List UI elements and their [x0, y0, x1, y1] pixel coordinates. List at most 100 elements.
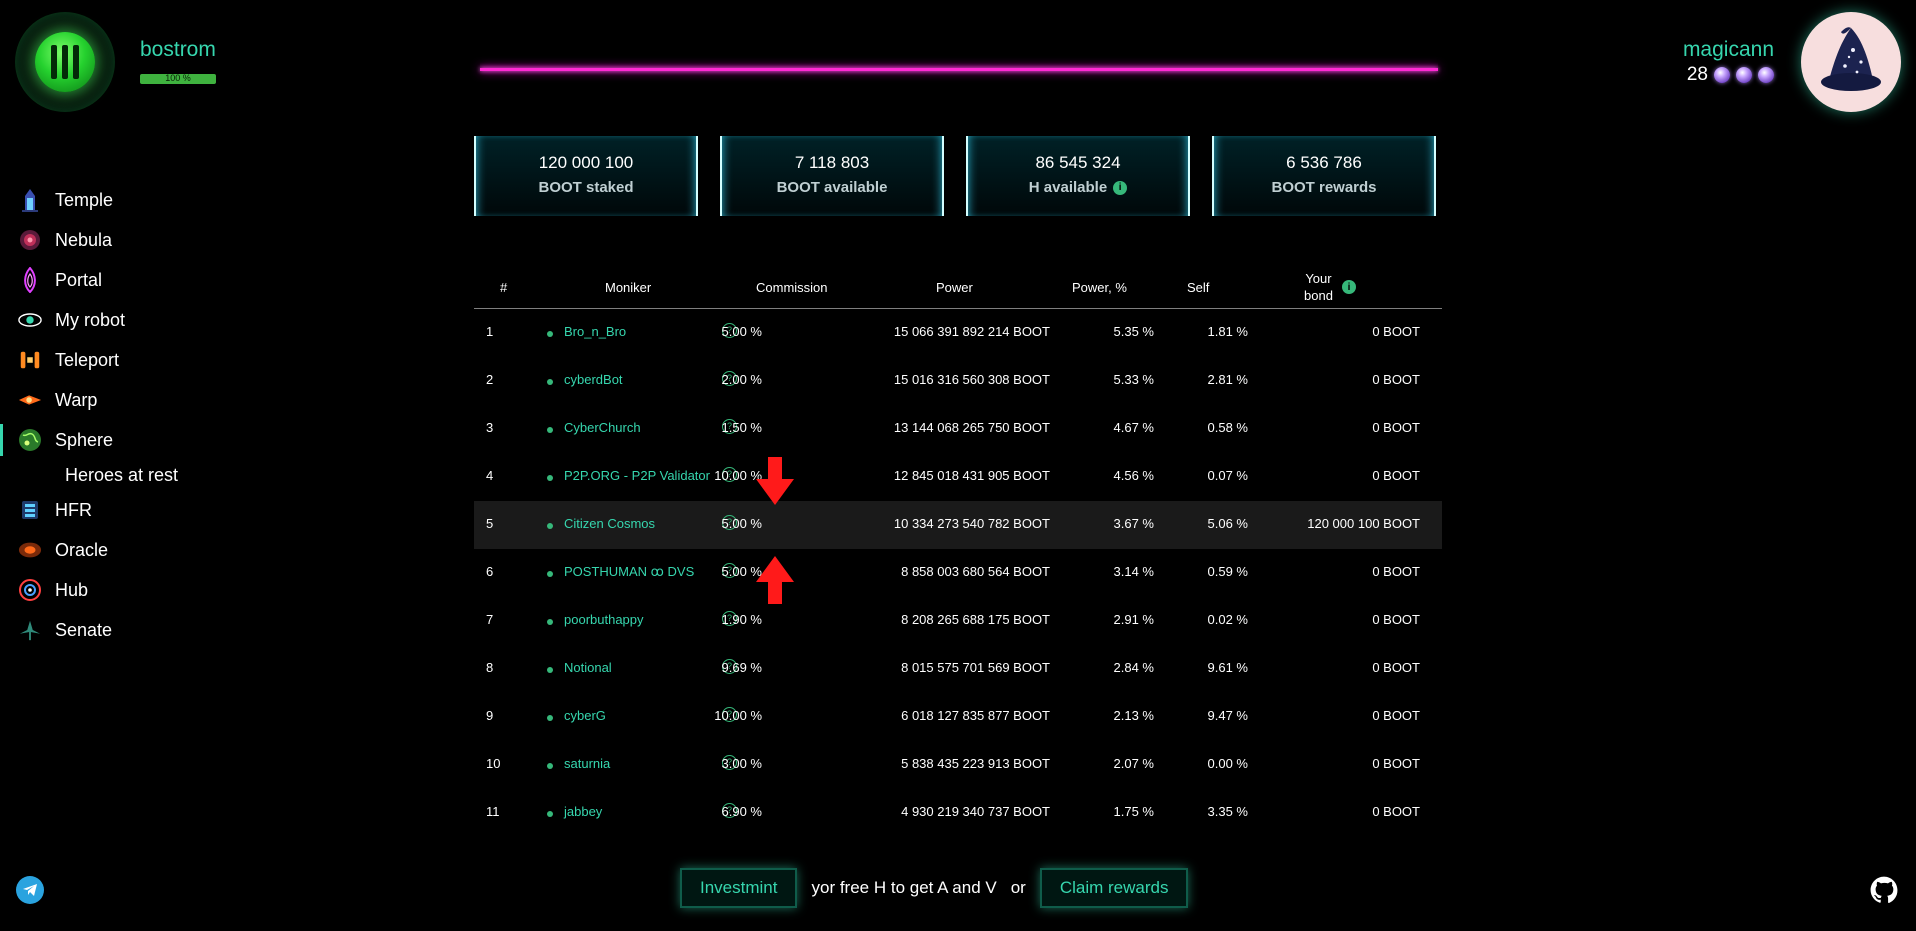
- commission-value: 6.90 %: [721, 804, 762, 819]
- table-body: 1 Bro_n_Bro? 5.00 % 15 066 391 892 214 BOOT…: [474, 309, 1442, 837]
- validator-moniker-link[interactable]: POSTHUMAN ꝏ DVS: [564, 564, 695, 579]
- sidebar-subitem-heroes-at-rest[interactable]: Heroes at rest: [65, 464, 179, 485]
- table-row[interactable]: 6 POSTHUMAN ꝏ DVS? 5.00 % 8 858 003 680 564…: [474, 549, 1442, 597]
- sidebar-item-warp[interactable]: Warp: [0, 380, 240, 420]
- row-number: 9: [486, 708, 494, 723]
- nebula-icon: [18, 228, 42, 252]
- sidebar-item-label: Senate: [55, 619, 113, 640]
- stat-card-boot-available: 7 118 803 BOOT available: [720, 136, 944, 216]
- header-power-pct[interactable]: Power, %: [1072, 280, 1127, 295]
- help-icon[interactable]: ?: [722, 371, 737, 386]
- power-value: 6 018 127 835 877 BOOT: [901, 708, 1050, 723]
- your-bond-value: 0 BOOT: [1372, 804, 1420, 819]
- sidebar-item-label: Temple: [55, 189, 114, 210]
- validator-moniker-link[interactable]: saturnia: [564, 756, 611, 771]
- row-number: 10: [486, 756, 501, 771]
- table-row[interactable]: 2 cyberdBot? 2.00 % 15 016 316 560 308 BOOT…: [474, 357, 1442, 405]
- header-self[interactable]: Self: [1187, 280, 1210, 295]
- github-icon[interactable]: [1870, 876, 1898, 904]
- header-moniker[interactable]: Moniker: [605, 280, 652, 295]
- commission-value: 1.90 %: [721, 612, 762, 627]
- sidebar-item-nebula[interactable]: Nebula: [0, 220, 240, 260]
- help-icon[interactable]: ?: [722, 563, 737, 578]
- network-name[interactable]: bostrom: [140, 38, 216, 61]
- help-icon[interactable]: ?: [722, 659, 737, 674]
- stat-label: BOOT available: [776, 179, 888, 196]
- commission-value: 5.00 %: [721, 516, 762, 531]
- help-icon[interactable]: ?: [722, 323, 737, 338]
- your-bond-value: 0 BOOT: [1372, 372, 1420, 387]
- sidebar-item-senate[interactable]: Senate: [0, 610, 240, 650]
- validator-moniker-link[interactable]: cyberG: [564, 708, 606, 723]
- table-row[interactable]: 1 Bro_n_Bro? 5.00 % 15 066 391 892 214 BOOT…: [474, 309, 1442, 357]
- avatar[interactable]: [1801, 12, 1901, 112]
- power-value: 4 930 219 340 737 BOOT: [901, 804, 1050, 819]
- self-value: 9.47 %: [1207, 708, 1248, 723]
- oracle-icon: [18, 538, 42, 562]
- validator-moniker-link[interactable]: Citizen Cosmos: [564, 516, 656, 531]
- footer-or-text: or: [1010, 878, 1026, 897]
- arrow-up-icon: [756, 556, 794, 604]
- crystal-orb-icon: [1736, 67, 1752, 83]
- commission-value: 3.00 %: [721, 756, 762, 771]
- table-row[interactable]: 7 poorbuthappy? 1.90 % 8 208 265 688 175 BO…: [474, 597, 1442, 645]
- commission-value: 5.00 %: [721, 564, 762, 579]
- power-value: 10 334 273 540 782 BOOT: [893, 516, 1050, 531]
- sidebar-item-label: Oracle: [55, 539, 109, 560]
- sidebar-item-hub[interactable]: Hub: [0, 570, 240, 610]
- validator-moniker-link[interactable]: Notional: [564, 660, 612, 675]
- table-row[interactable]: 3 CyberChurch? 1.50 % 13 144 068 265 750 BO…: [474, 405, 1442, 453]
- header-num[interactable]: #: [500, 280, 508, 295]
- sidebar-item-hfr[interactable]: HFR: [0, 490, 240, 530]
- row-number: 6: [486, 564, 494, 579]
- app-logo[interactable]: [15, 12, 115, 112]
- claim-rewards-button[interactable]: Claim rewards: [1039, 868, 1189, 908]
- help-icon[interactable]: ?: [722, 515, 737, 530]
- validator-moniker-link[interactable]: poorbuthappy: [564, 612, 644, 627]
- status-dot-icon: [547, 379, 553, 385]
- help-icon[interactable]: ?: [722, 611, 737, 626]
- sidebar-item-sphere[interactable]: Sphere: [0, 420, 240, 460]
- validator-moniker-link[interactable]: cyberdBot: [564, 372, 623, 387]
- commission-value: 10.00 %: [714, 468, 762, 483]
- username-link[interactable]: magicann: [1682, 38, 1774, 61]
- power-value: 5 838 435 223 913 BOOT: [901, 756, 1050, 771]
- table-row[interactable]: 10 saturnia? 3.00 % 5 838 435 223 913 BOOT 2…: [474, 741, 1442, 789]
- header-your-bond[interactable]: Your bond: [1304, 270, 1333, 304]
- header-commission[interactable]: Commission: [756, 280, 828, 295]
- power-value: 13 144 068 265 750 BOOT: [893, 420, 1050, 435]
- help-icon[interactable]: ?: [722, 707, 737, 722]
- footer-text: yor free H to get A and V: [811, 878, 997, 897]
- sidebar-item-temple[interactable]: Temple: [0, 180, 240, 220]
- row-number: 7: [486, 612, 494, 627]
- help-icon[interactable]: ?: [722, 803, 737, 818]
- validator-moniker-link[interactable]: Bro_n_Bro: [564, 324, 627, 339]
- sync-progress-bar: 100 %: [140, 74, 216, 84]
- sidebar-item-label: HFR: [55, 499, 92, 520]
- validator-moniker-link[interactable]: P2P.ORG - P2P Validator: [564, 468, 710, 483]
- table-row[interactable]: 4 P2P.ORG - P2P Validator? 10.00 % 12 845 0…: [474, 453, 1442, 501]
- investmint-button[interactable]: Investmint: [680, 868, 798, 908]
- telegram-icon[interactable]: [16, 876, 44, 904]
- help-icon[interactable]: ?: [722, 755, 737, 770]
- validator-moniker-link[interactable]: CyberChurch: [564, 420, 641, 435]
- self-value: 0.00 %: [1207, 756, 1248, 771]
- info-icon[interactable]: i: [1113, 180, 1128, 195]
- sidebar-item-label: Warp: [55, 389, 98, 410]
- table-row[interactable]: 11 jabbey? 6.90 % 4 930 219 340 737 BOOT 1.7…: [474, 789, 1442, 837]
- table-row[interactable]: 9 cyberG? 10.00 % 6 018 127 835 877 BOOT 2.1…: [474, 693, 1442, 741]
- header-power[interactable]: Power: [936, 280, 973, 295]
- help-icon[interactable]: ?: [722, 467, 737, 482]
- power-percent-value: 3.67 %: [1113, 516, 1154, 531]
- sidebar-item-oracle[interactable]: Oracle: [0, 530, 240, 570]
- sidebar-item-my-robot[interactable]: My robot: [0, 300, 240, 340]
- help-icon[interactable]: ?: [722, 419, 737, 434]
- sidebar-item-portal[interactable]: Portal: [0, 260, 240, 300]
- validator-moniker-link[interactable]: jabbey: [564, 804, 603, 819]
- table-row[interactable]: 5 Citizen Cosmos? 5.00 % 10 334 273 540 782…: [474, 501, 1442, 549]
- info-icon[interactable]: i: [1342, 280, 1356, 294]
- table-row[interactable]: 8 Notional? 9.69 % 8 015 575 701 569 BOOT 2.…: [474, 645, 1442, 693]
- stat-value: 7 118 803: [794, 153, 870, 172]
- crystal-orb-icon: [1758, 67, 1774, 83]
- sidebar-item-teleport[interactable]: Teleport: [0, 340, 240, 380]
